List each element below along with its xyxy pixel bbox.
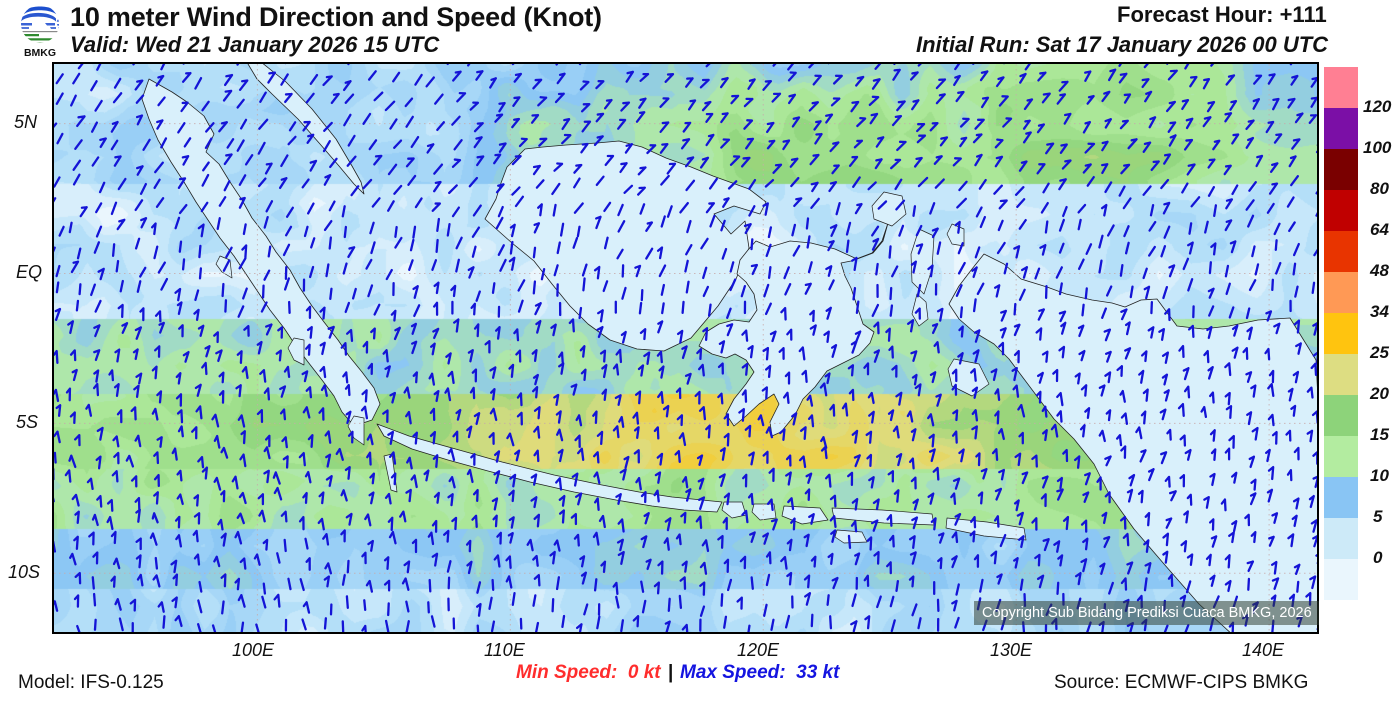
svg-text:BMKG: BMKG xyxy=(24,47,56,59)
